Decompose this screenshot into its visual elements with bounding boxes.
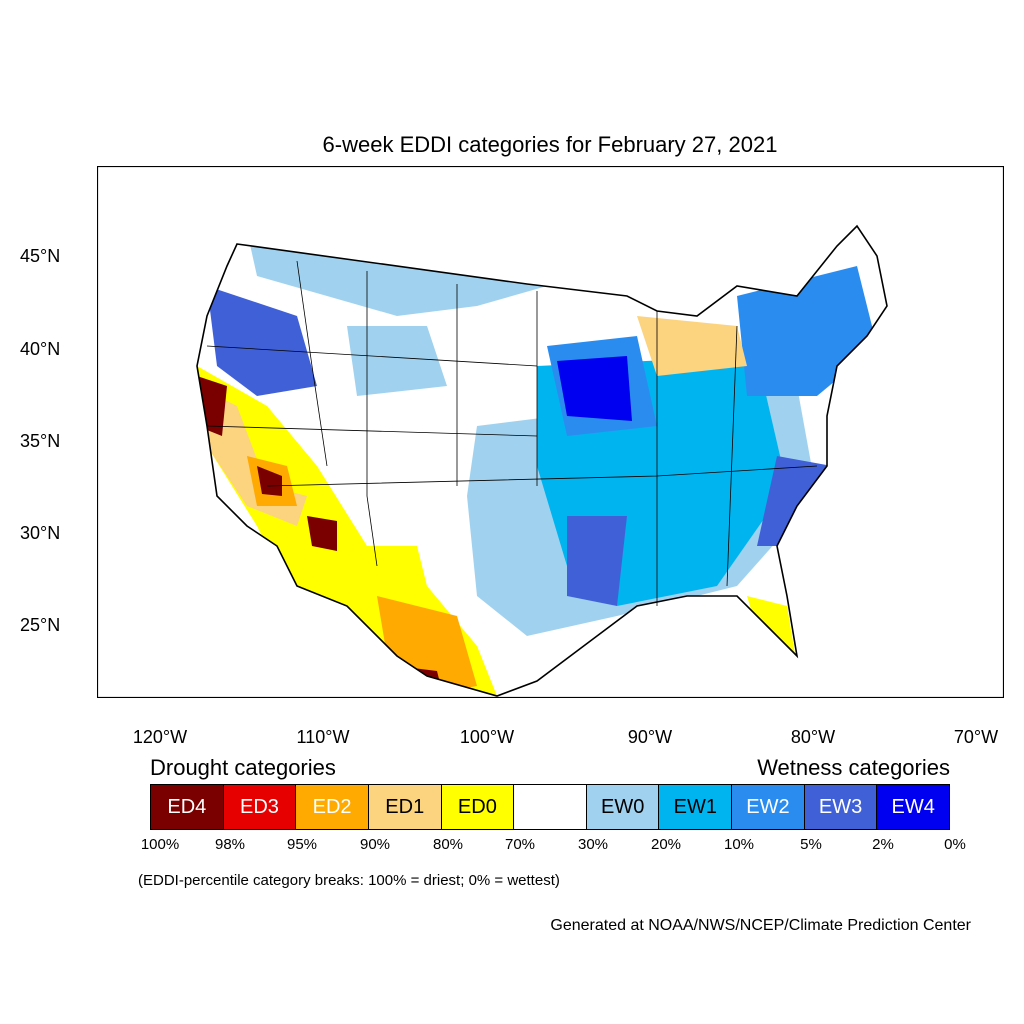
lat-label-30: 30°N bbox=[20, 523, 61, 543]
legend-ed0: ED0 bbox=[441, 785, 515, 829]
pct-break-0: 0% bbox=[944, 836, 966, 853]
legend-ew0: EW0 bbox=[586, 785, 660, 829]
pct-break-90: 90% bbox=[359, 836, 391, 853]
pct-break-98: 98% bbox=[214, 836, 246, 853]
legend-ed4: ED4 bbox=[151, 785, 224, 829]
legend-ew1: EW1 bbox=[659, 785, 733, 829]
pct-break-2: 2% bbox=[872, 836, 894, 853]
drought-heading: Drought categories bbox=[150, 755, 336, 780]
category-legend: ED4 ED3 ED2 ED1 ED0 EW0 EW1 EW2 EW3 EW4 bbox=[150, 784, 950, 830]
pct-break-70: 70% bbox=[504, 836, 536, 853]
state-boundaries bbox=[206, 260, 818, 606]
map-title: 6-week EDDI categories for February 27, … bbox=[322, 132, 778, 157]
lon-label-90: 90°W bbox=[627, 727, 673, 747]
legend-neutral bbox=[514, 785, 587, 829]
credit-line: Generated at NOAA/NWS/NCEP/Climate Predi… bbox=[550, 917, 971, 934]
legend-ed1: ED1 bbox=[368, 785, 442, 829]
lat-label-45: 45°N bbox=[20, 246, 61, 266]
lon-label-120: 120°W bbox=[132, 727, 188, 747]
legend-ew3: EW3 bbox=[804, 785, 878, 829]
eddi-map bbox=[97, 166, 1004, 698]
lon-label-110: 110°W bbox=[296, 727, 350, 747]
pct-break-30: 30% bbox=[577, 836, 609, 853]
legend-ed3: ED3 bbox=[223, 785, 297, 829]
percentile-note: (EDDI-percentile category breaks: 100% =… bbox=[138, 872, 560, 889]
pct-break-10: 10% bbox=[723, 836, 755, 853]
lat-label-35: 35°N bbox=[20, 431, 61, 451]
lon-label-100: 100°W bbox=[459, 727, 515, 747]
pct-break-100: 100% bbox=[140, 836, 180, 853]
us-outline bbox=[196, 224, 888, 697]
pct-break-5: 5% bbox=[800, 836, 822, 853]
legend-ew2: EW2 bbox=[732, 785, 805, 829]
pct-break-95: 95% bbox=[286, 836, 318, 853]
pct-break-20: 20% bbox=[650, 836, 682, 853]
wetness-heading: Wetness categories bbox=[757, 755, 950, 780]
pct-break-80: 80% bbox=[432, 836, 464, 853]
lat-label-40: 40°N bbox=[20, 339, 61, 359]
legend-ed2: ED2 bbox=[296, 785, 369, 829]
lon-label-70: 70°W bbox=[953, 727, 999, 747]
legend-ew4: EW4 bbox=[877, 785, 950, 829]
lon-label-80: 80°W bbox=[790, 727, 836, 747]
lat-label-25: 25°N bbox=[20, 615, 61, 635]
